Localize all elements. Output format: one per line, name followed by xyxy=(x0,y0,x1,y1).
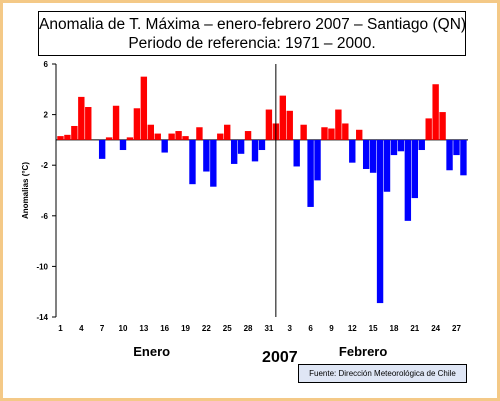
bar-febrero-18 xyxy=(390,139,398,156)
bar-febrero-2 xyxy=(279,95,286,140)
bar-febrero-24 xyxy=(432,84,439,140)
bar-febrero-25 xyxy=(439,112,446,140)
bar-febrero-4 xyxy=(293,139,300,167)
bar-enero-10 xyxy=(119,139,127,151)
x-tick-label: 31 xyxy=(264,324,273,333)
chart-subtitle: Periodo de referencia: 1971 – 2000. xyxy=(128,35,376,52)
x-tick-label: 7 xyxy=(100,324,105,333)
x-tick-label: 10 xyxy=(119,324,128,333)
bar-febrero-17 xyxy=(383,139,391,192)
chart-title: Anomalia de T. Máxima – enero-febrero 20… xyxy=(39,16,467,33)
y-tick-label: -10 xyxy=(36,262,48,271)
x-tick-label: 6 xyxy=(308,324,313,333)
bar-enero-5 xyxy=(85,107,92,140)
y-tick-label: 2 xyxy=(44,111,49,120)
bar-enero-21 xyxy=(196,127,203,140)
bar-enero-20 xyxy=(189,139,196,185)
bar-febrero-28 xyxy=(460,139,467,176)
x-tick-label: 22 xyxy=(202,324,211,333)
bar-enero-18 xyxy=(175,131,182,140)
bar-febrero-16 xyxy=(376,139,384,304)
bar-enero-9 xyxy=(112,105,120,140)
bar-enero-11 xyxy=(126,137,134,140)
chart-title-box: Anomalia de T. Máxima – enero-febrero 20… xyxy=(38,11,466,56)
x-axis-year-label: 2007 xyxy=(262,349,298,366)
bar-enero-30 xyxy=(258,139,266,151)
bar-enero-24 xyxy=(217,133,224,140)
bar-enero-16 xyxy=(161,139,168,153)
bar-febrero-6 xyxy=(307,139,314,207)
bar-enero-8 xyxy=(105,137,113,140)
bar-febrero-9 xyxy=(328,128,335,140)
bar-enero-1 xyxy=(57,136,64,140)
x-tick-label: 16 xyxy=(160,324,169,333)
x-tick-label: 1 xyxy=(58,324,63,333)
bar-enero-31 xyxy=(265,109,273,140)
x-tick-label: 27 xyxy=(452,324,461,333)
x-tick-label: 18 xyxy=(390,324,399,333)
bar-febrero-11 xyxy=(342,123,349,140)
month-label-enero: Enero xyxy=(133,344,170,359)
bar-febrero-21 xyxy=(411,139,418,199)
y-tick-label: 6 xyxy=(44,60,49,69)
y-axis-label: Anomalias (°C) xyxy=(21,162,30,219)
x-tick-label: 4 xyxy=(79,324,84,333)
x-tick-label: 19 xyxy=(181,324,190,333)
x-tick-label: 12 xyxy=(348,324,357,333)
bar-febrero-13 xyxy=(356,129,363,140)
x-tick-label: 15 xyxy=(369,324,378,333)
bar-febrero-7 xyxy=(314,139,321,181)
month-label-febrero: Febrero xyxy=(339,344,387,359)
bar-febrero-12 xyxy=(349,139,356,163)
bar-febrero-10 xyxy=(335,109,342,140)
x-tick-label: 28 xyxy=(244,324,253,333)
x-tick-label: 24 xyxy=(431,324,440,333)
bar-enero-29 xyxy=(251,139,259,162)
bar-enero-28 xyxy=(244,131,252,140)
bar-enero-14 xyxy=(147,124,154,140)
bar-febrero-15 xyxy=(369,139,377,173)
bar-enero-12 xyxy=(133,108,141,140)
source-note: Fuente: Dirección Meteorológica de Chile xyxy=(298,364,467,383)
bar-febrero-19 xyxy=(397,139,405,152)
y-tick-label: -2 xyxy=(41,161,49,170)
x-tick-label: 13 xyxy=(139,324,148,333)
bar-enero-2 xyxy=(64,134,71,140)
bar-enero-26 xyxy=(230,139,238,164)
bar-febrero-26 xyxy=(446,139,453,171)
bar-febrero-27 xyxy=(453,139,460,156)
bar-febrero-14 xyxy=(362,139,370,169)
bar-enero-17 xyxy=(168,133,175,140)
bar-febrero-3 xyxy=(286,110,293,140)
bar-enero-15 xyxy=(154,133,161,140)
bar-enero-4 xyxy=(78,96,85,140)
x-tick-label: 9 xyxy=(329,324,334,333)
y-tick-label: -14 xyxy=(36,313,48,322)
bar-febrero-5 xyxy=(300,124,307,140)
x-tick-label: 25 xyxy=(223,324,232,333)
bar-febrero-22 xyxy=(418,139,425,151)
bar-enero-25 xyxy=(224,124,231,140)
bar-enero-23 xyxy=(210,139,217,187)
y-tick-label: -6 xyxy=(41,212,49,221)
bar-enero-7 xyxy=(98,139,106,159)
bar-enero-19 xyxy=(182,136,189,140)
bar-febrero-20 xyxy=(404,139,412,221)
x-tick-label: 3 xyxy=(288,324,293,333)
bar-enero-13 xyxy=(140,76,148,140)
bar-febrero-8 xyxy=(321,127,328,140)
x-tick-label: 21 xyxy=(410,324,419,333)
bar-febrero-23 xyxy=(425,118,432,140)
bar-enero-22 xyxy=(203,139,210,172)
bar-enero-3 xyxy=(71,125,78,140)
bar-enero-27 xyxy=(237,139,245,154)
